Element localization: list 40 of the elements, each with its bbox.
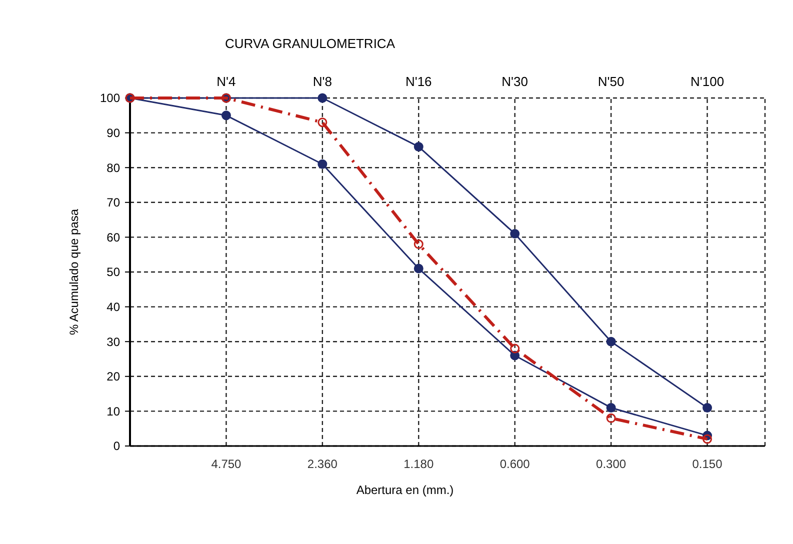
x-tick-label: 1.180 bbox=[404, 457, 434, 471]
text: N'4 bbox=[216, 74, 236, 89]
point bbox=[414, 239, 424, 249]
point bbox=[221, 110, 231, 120]
point bbox=[414, 264, 424, 274]
y-axis-title: % Acumulado que pasa bbox=[67, 208, 81, 336]
x-tick-label: 4.750 bbox=[211, 457, 242, 471]
text: N'50 bbox=[598, 74, 624, 89]
point bbox=[510, 228, 520, 238]
y-tick-label: 30 bbox=[106, 334, 120, 349]
y-tick-label: 100 bbox=[100, 91, 120, 106]
point bbox=[702, 402, 712, 412]
y-tick-label: 20 bbox=[106, 370, 120, 384]
point bbox=[510, 344, 520, 354]
x-tick-label: 0.600 bbox=[500, 457, 530, 471]
x-axis-title: Abertura en (mm.) bbox=[356, 483, 454, 497]
point bbox=[414, 142, 424, 152]
y-tick-label: 10 bbox=[106, 404, 120, 418]
text: N'30 bbox=[502, 74, 528, 89]
x-tick-label: 2.360 bbox=[307, 457, 338, 471]
point bbox=[606, 413, 616, 423]
y-tick-label: 60 bbox=[106, 230, 120, 244]
y-tick-label: 50 bbox=[106, 265, 120, 280]
y-tick-label: 0 bbox=[113, 439, 120, 454]
point bbox=[606, 336, 616, 346]
y-tick-label: 80 bbox=[106, 160, 120, 175]
point bbox=[318, 159, 328, 169]
point bbox=[606, 402, 616, 412]
text: N'8 bbox=[312, 74, 332, 89]
text: N'100 bbox=[690, 74, 724, 89]
x-tick-label: 0.300 bbox=[596, 457, 626, 471]
point bbox=[702, 434, 712, 444]
y-tick-label: 70 bbox=[106, 196, 120, 210]
chart-title: CURVA GRANULOMETRICA bbox=[225, 36, 396, 51]
x-tick-label: 0.150 bbox=[692, 457, 723, 471]
point bbox=[318, 93, 328, 103]
text: N'16 bbox=[405, 74, 432, 89]
point bbox=[318, 118, 328, 128]
y-tick-label: 90 bbox=[106, 126, 120, 140]
y-tick-label: 40 bbox=[106, 300, 120, 314]
